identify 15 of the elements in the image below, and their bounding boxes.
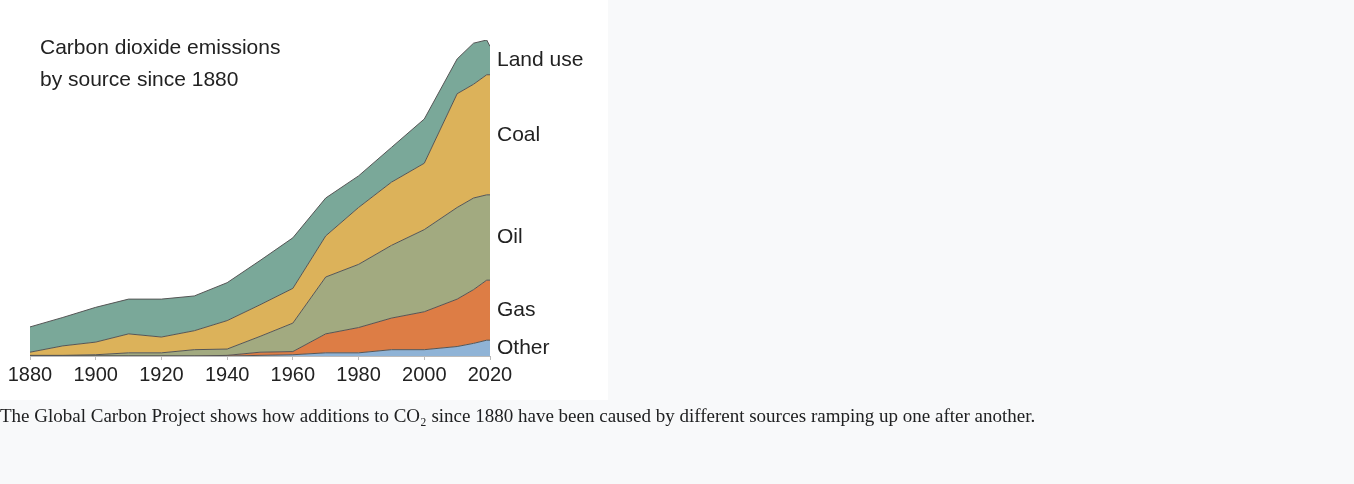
x-tick-label: 1940 bbox=[204, 362, 250, 385]
series-label: Other bbox=[497, 334, 550, 358]
x-tick-label: 2000 bbox=[402, 362, 447, 385]
x-tick-label: 1900 bbox=[73, 362, 118, 385]
x-tick-label: 1960 bbox=[270, 362, 316, 385]
series-label: Coal bbox=[497, 121, 541, 145]
x-tick-label: 2020 bbox=[467, 362, 513, 385]
text: The Global Carbon Project shows how additions to CO₂ since 1880 have been caused by different sources ramping up one after another. bbox=[0, 404, 1037, 428]
x-tick-label: 1980 bbox=[336, 362, 381, 385]
x-tick-label: 1920 bbox=[139, 362, 184, 385]
series-label: Land use bbox=[497, 47, 584, 71]
series-label: Gas bbox=[497, 296, 536, 320]
text: Carbon dioxide emissions by source since 1880 bbox=[40, 35, 281, 91]
series-label: Oil bbox=[497, 224, 523, 248]
x-tick-label: 1880 bbox=[7, 362, 53, 385]
